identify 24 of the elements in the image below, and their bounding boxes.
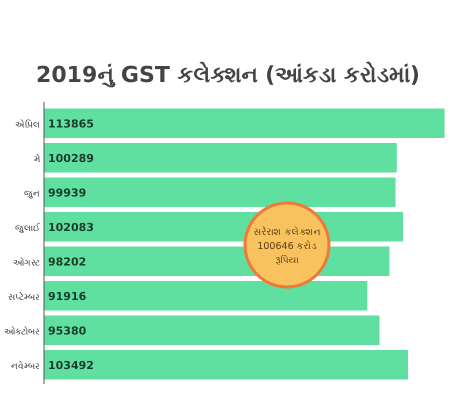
y-tick-label: ઓક્ટોબર — [4, 325, 40, 338]
data-label: 91916 — [48, 290, 87, 303]
bar — [44, 350, 408, 380]
chart-title: 2019નું GST કલેક્શન (આંકડા કરોડમાં) — [36, 61, 420, 88]
bar — [44, 178, 396, 207]
y-tick-label: એપ્રિલ — [15, 118, 40, 130]
y-tick-label: મે — [34, 152, 40, 165]
bar — [44, 316, 380, 345]
data-label: 103492 — [48, 358, 94, 372]
y-tick-label: જુન — [24, 189, 40, 200]
y-tick-label: જુલાઈ — [15, 222, 41, 234]
y-tick-label: ઓગસ્ટ — [13, 256, 40, 268]
data-label: 113865 — [48, 117, 94, 130]
bar — [44, 108, 445, 138]
y-tick-label: નવેમ્બર — [11, 360, 40, 372]
bar — [44, 143, 397, 172]
data-label: 102083 — [48, 220, 94, 234]
data-label: 100289 — [48, 152, 94, 165]
data-label: 95380 — [48, 324, 87, 338]
y-tick-label: સપ્ટેમ્બર — [8, 290, 40, 303]
data-label: 98202 — [48, 255, 86, 268]
bar — [44, 281, 368, 310]
annotation: સરેરાશ કલેક્શન 100646 કરોડ રૂપિયા — [253, 225, 322, 266]
data-label: 99939 — [48, 186, 86, 200]
